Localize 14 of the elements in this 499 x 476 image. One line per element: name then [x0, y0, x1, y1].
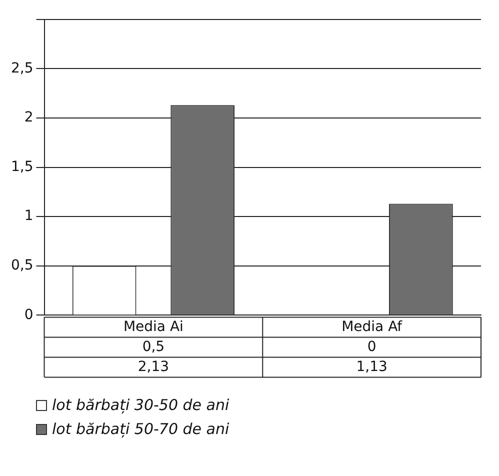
y-tick-label: 1,5 — [11, 158, 34, 175]
y-tick-label: 1 — [24, 208, 34, 224]
data-label: 2,13 — [138, 358, 170, 375]
data-label: 1,13 — [356, 358, 388, 375]
y-tick-label: 0 — [24, 306, 34, 323]
x-tick-label: Media Af — [342, 319, 404, 336]
y-tick-label: 2,5 — [11, 60, 34, 76]
y-tick-label: 0,5 — [11, 258, 34, 274]
legend-label: lot bărbați 30-50 de ani — [52, 396, 230, 414]
y-tick-label: 2 — [24, 110, 34, 126]
data-label: 0,5 — [142, 338, 165, 355]
legend-label: lot bărbați 50-70 de ani — [52, 420, 230, 438]
x-tick-label: Media Ai — [123, 319, 184, 336]
data-label: 0 — [367, 338, 376, 355]
